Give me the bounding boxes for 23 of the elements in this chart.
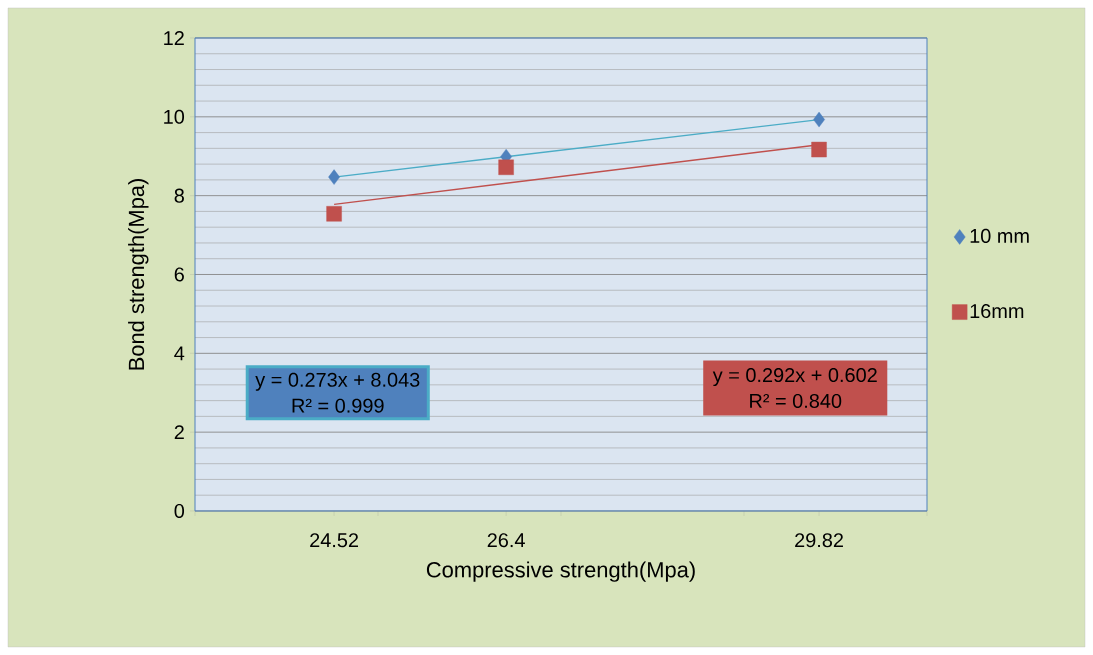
annotation: R² = 0.840 — [750, 393, 842, 409]
x-tick-label: 29.82 — [795, 533, 843, 548]
y-tick-label: 4 — [174, 346, 185, 361]
x-tick-label: 26.4 — [487, 533, 525, 548]
annotation: y = 0.273x + 8.043 — [255, 372, 420, 391]
point — [498, 159, 514, 175]
y-tick-label: 6 — [174, 267, 184, 282]
point — [326, 206, 342, 222]
y-tick-label: 8 — [174, 188, 184, 203]
annotation: R² = 0.999 — [292, 398, 384, 413]
x-tick-label: 24.52 — [310, 533, 359, 548]
point — [328, 169, 340, 185]
y-axis-title: Bond strength(Mpa) — [128, 179, 149, 370]
y-tick-label: 0 — [174, 503, 185, 519]
legend-label: 16mm — [970, 303, 1024, 319]
x-axis-title: Compressive strength(Mpa) — [426, 561, 695, 582]
y-tick-label: 10 — [164, 109, 185, 124]
y-tick-label: 2 — [174, 425, 184, 440]
y-tick-label: 12 — [164, 31, 184, 45]
point — [811, 141, 827, 158]
legend-label: 10 mm — [970, 228, 1029, 243]
annotation: y = 0.292x + 0.602 — [712, 368, 877, 387]
point — [813, 111, 825, 128]
